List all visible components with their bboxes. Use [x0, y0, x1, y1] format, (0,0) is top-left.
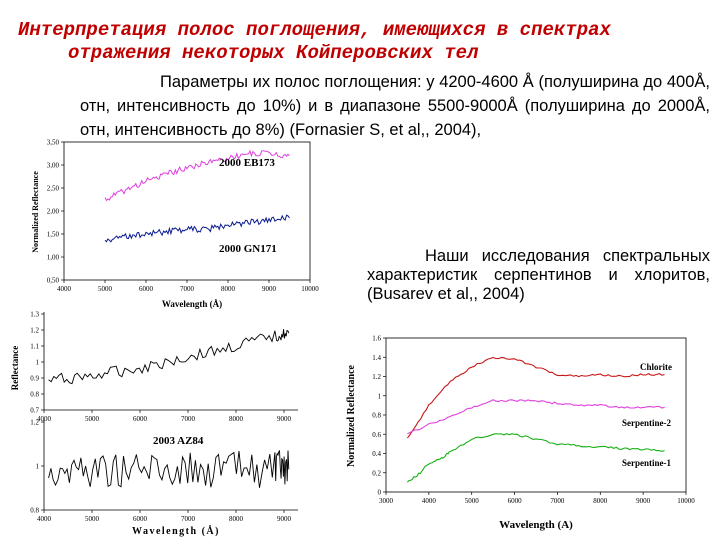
our-research-text: Наши исследования спектральных характери… [367, 247, 710, 303]
x-axis-label: Wavelength (A) [499, 519, 573, 531]
y-tick-label: 1.2 [30, 419, 39, 427]
lower-spectrum-line [48, 450, 290, 488]
x-tick-label: 4000 [422, 497, 437, 505]
x-tick-label: 9000 [277, 515, 292, 523]
y-tick-label: 1,00 [47, 254, 60, 262]
y-tick-label: 1.3 [30, 311, 39, 319]
x-axis-label: Wavelength (Å) [132, 525, 220, 537]
series-label-serpentine-2: Serpentine-2 [622, 418, 671, 428]
y-tick-label: 0.8 [372, 412, 381, 420]
y-tick-label: 0.2 [372, 469, 381, 477]
x-tick-label: 8000 [593, 497, 608, 505]
y-axis-label: Normalized Reflectance [31, 171, 40, 253]
y-tick-label: 3,50 [47, 139, 60, 147]
kuiper-object-spectra-chart: 4000 5000 6000 7000 8000 9000 10000 0,50 1,00 1,… [31, 139, 319, 310]
x-tick-label: 5000 [98, 285, 113, 293]
y-axis-label: Normalized Reflectance [346, 364, 357, 466]
upper-noisy-spectrum-chart: 4000 5000 6000 7000 8000 9000 0.7 0.8 0.9 1 1.1 1.… [10, 311, 298, 423]
y-tick-label: 0.9 [30, 375, 39, 383]
series-label-2000-eb173: 2000 EB173 [219, 157, 275, 169]
x-tick-label: 6000 [139, 285, 154, 293]
x-tick-label: 4000 [37, 415, 52, 423]
absorption-band-parameters-text: Параметры их полос поглощения: у 4200-46… [80, 73, 710, 139]
x-tick-label: 9000 [262, 285, 277, 293]
y-tick-label: 1 [378, 392, 382, 400]
x-tick-label: 7000 [181, 515, 196, 523]
x-tick-label: 4000 [57, 285, 72, 293]
x-axis-label: Wavelength (Å) [162, 299, 222, 309]
y-tick-label: 1.6 [372, 335, 381, 343]
y-axis-label: Reflectance [10, 346, 20, 390]
x-tick-label: 5000 [85, 515, 100, 523]
x-tick-label: 8000 [229, 515, 244, 523]
series-label-chlorite: Chlorite [640, 362, 672, 372]
x-tick-label: 5000 [85, 415, 100, 423]
plot-frame [385, 337, 687, 493]
series-label-2003-az84: 2003 AZ84 [153, 435, 204, 447]
y-tick-label: 0,50 [47, 277, 60, 285]
y-tick-label: 0 [378, 489, 382, 497]
x-tick-label: 9000 [277, 415, 292, 423]
x-tick-label: 7000 [550, 497, 565, 505]
x-tick-label: 8000 [221, 285, 236, 293]
y-tick-label: 0.8 [30, 507, 39, 515]
y-tick-label: 2,50 [47, 185, 60, 193]
y-tick-label: 0.8 [30, 391, 39, 399]
y-tick-label: 3,00 [47, 162, 60, 170]
y-tick-label: 0.4 [372, 450, 381, 458]
y-tick-label: 1 [36, 463, 40, 471]
y-tick-label: 1,50 [47, 231, 60, 239]
y-tick-label: 1.4 [372, 354, 381, 362]
series-2000-gn171-line [104, 214, 290, 243]
lower-noisy-spectrum-chart: 4000 5000 6000 7000 8000 9000 0.8 1 1.2 2003 AZ… [30, 419, 298, 537]
x-tick-label: 4000 [37, 515, 52, 523]
y-tick-label: 1.2 [372, 373, 381, 381]
plot-frame [63, 141, 311, 281]
slide-title-line-1: Интерпретация полос поглощения, имеющихс… [18, 19, 611, 41]
series-serpentine-1-line [406, 432, 665, 483]
y-tick-label: 0.7 [30, 407, 39, 415]
serpentine-chlorite-spectra-chart: 3000 4000 5000 6000 7000 8000 9000 10000 0 0.2 0.… [346, 335, 695, 532]
x-tick-label: 6000 [133, 515, 148, 523]
x-tick-label: 7000 [180, 285, 195, 293]
x-tick-label: 6000 [133, 415, 148, 423]
series-serpentine-2-line [407, 399, 665, 435]
series-chlorite-line [406, 356, 665, 439]
x-tick-label: 3000 [379, 497, 394, 505]
upper-spectrum-line [48, 329, 290, 385]
y-tick-label: 0.6 [372, 431, 381, 439]
series-label-serpentine-1: Serpentine-1 [622, 458, 671, 468]
x-tick-label: 5000 [465, 497, 480, 505]
series-2000-eb173-line [104, 149, 290, 202]
y-tick-label: 1.1 [30, 343, 39, 351]
x-tick-label: 7000 [181, 415, 196, 423]
x-tick-label: 10000 [301, 285, 319, 293]
x-tick-label: 8000 [229, 415, 244, 423]
x-tick-label: 6000 [508, 497, 523, 505]
slide-title-line-2: отражения некоторых Койперовских тел [68, 42, 479, 64]
y-tick-label: 1 [36, 359, 40, 367]
series-label-2000-gn171: 2000 GN171 [219, 243, 277, 255]
x-tick-label: 10000 [677, 497, 695, 505]
y-tick-label: 2,00 [47, 208, 60, 216]
y-tick-label: 1.2 [30, 327, 39, 335]
x-tick-label: 9000 [636, 497, 651, 505]
